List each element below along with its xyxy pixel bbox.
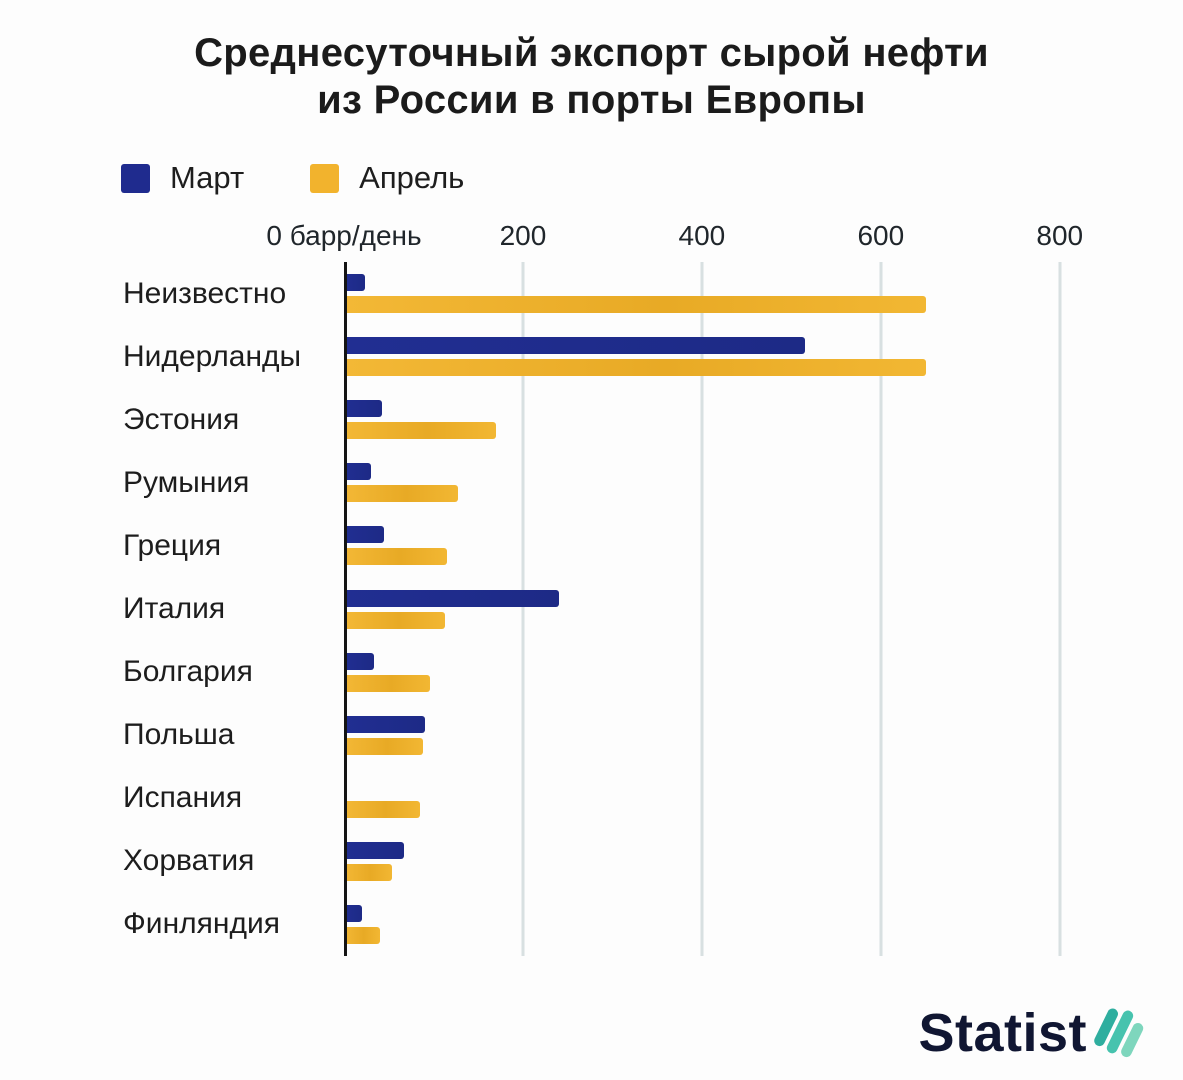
chart-row [344, 704, 1100, 767]
y-axis-line [344, 262, 347, 956]
chart-row [344, 388, 1100, 451]
category-label: Неизвестно [123, 276, 287, 310]
plot-area [344, 262, 1100, 956]
bar-march [344, 652, 374, 670]
category-label: Италия [123, 592, 226, 626]
category-labels: Неизвестно Нидерланды Эстония Румыния Греция… [123, 262, 338, 956]
x-axis-zero-label: 0 барр/день [266, 220, 422, 251]
x-axis-tick-800: 800 [1036, 220, 1084, 251]
leaf-logo-icon [1094, 1008, 1144, 1058]
title-line-1: Среднесуточный экспорт сырой нефти [194, 31, 989, 75]
legend-item-april: Апрель [310, 160, 464, 196]
category-label: Испания [123, 781, 243, 815]
bar-april [344, 611, 446, 629]
gridline-200 [521, 262, 525, 956]
bar-march [344, 400, 382, 418]
bar-april [344, 674, 430, 692]
category-label: Финляндия [123, 907, 280, 941]
brand-logo: Statist [918, 1002, 1149, 1064]
legend-label-march: Март [170, 160, 245, 195]
x-axis-tick-400: 400 [678, 220, 726, 251]
gridline-600 [879, 262, 883, 956]
bar-march [344, 589, 559, 607]
category-label: Хорватия [123, 844, 255, 878]
bar-march [344, 841, 404, 859]
bar-april [344, 863, 393, 881]
category-label: Греция [123, 528, 222, 562]
bar-april [344, 422, 497, 440]
bar-april [344, 485, 458, 503]
category-label: Эстония [123, 402, 240, 436]
bar-april [344, 800, 421, 818]
category-label: Румыния [123, 465, 250, 499]
bar-march [344, 463, 371, 481]
tick-row: 0 барр/день 200 400 600 800 [266, 220, 1100, 258]
gridline-800 [1058, 262, 1062, 956]
bar-april [344, 359, 926, 377]
legend-swatch-april [310, 163, 340, 193]
chart-row [344, 767, 1100, 830]
chart-row [344, 262, 1100, 325]
bar-march [344, 274, 365, 292]
legend: Март Апрель [121, 160, 464, 196]
chart-row [344, 451, 1100, 514]
gridline-400 [700, 262, 704, 956]
bar-april [344, 737, 423, 755]
bar-march [344, 337, 805, 355]
chart-row [344, 577, 1100, 640]
legend-label-april: Апрель [359, 160, 465, 195]
bar-march [344, 715, 425, 733]
chart-row [344, 830, 1100, 893]
category-label: Болгария [123, 655, 253, 689]
bar-april [344, 296, 926, 314]
bar-march [344, 904, 362, 922]
category-label: Польша [123, 718, 235, 752]
category-label: Нидерланды [123, 339, 302, 373]
bar-april [344, 548, 447, 566]
chart-row [344, 514, 1100, 577]
x-axis-tick-200: 200 [499, 220, 547, 251]
chart-row [344, 325, 1100, 388]
bar-march [344, 526, 385, 544]
chart-row [344, 641, 1100, 704]
bar-rows [344, 262, 1100, 956]
title-line-2: из России в порты Европы [317, 78, 866, 123]
legend-item-march: Март [121, 160, 244, 196]
legend-swatch-march [121, 163, 150, 193]
page-title: Среднесуточный экспорт сырой нефти из Ро… [0, 0, 1183, 124]
x-axis-tick-600: 600 [857, 220, 905, 251]
chart-row [344, 893, 1100, 956]
logo-text: Statist [918, 1003, 1087, 1063]
bar-april [344, 926, 380, 944]
